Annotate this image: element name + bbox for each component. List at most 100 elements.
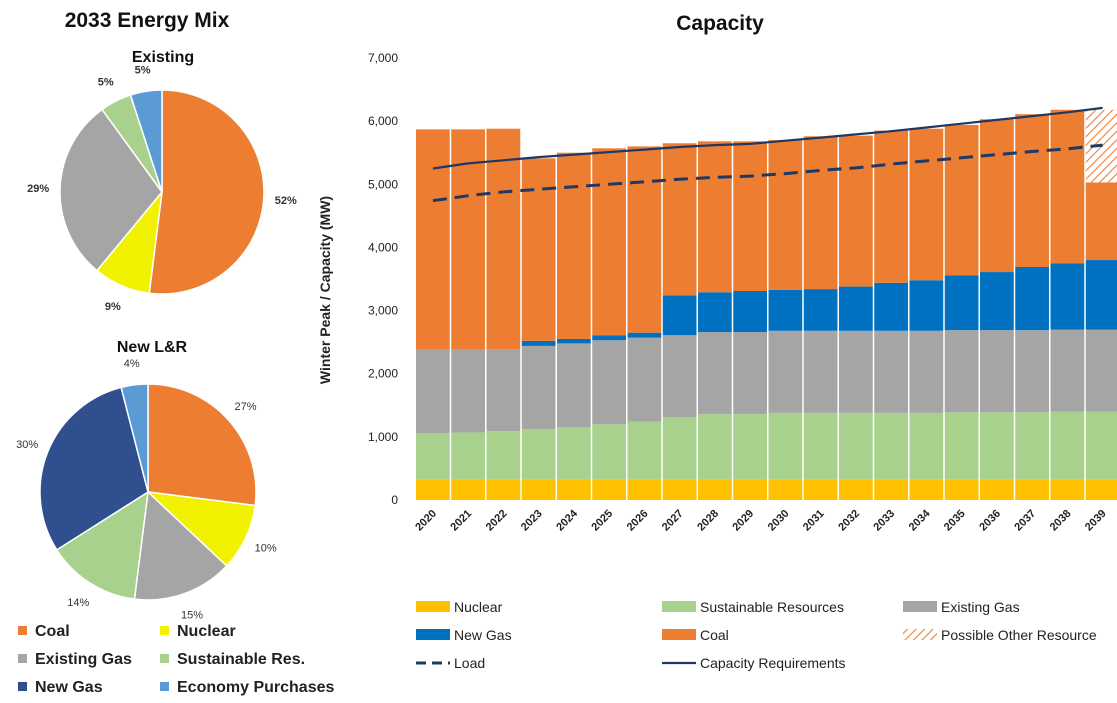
mix-legend-swatch-sustainable-res xyxy=(160,654,169,663)
new-lr-slice-existing-gas xyxy=(133,490,228,601)
bar-nuclear-2028 xyxy=(698,479,732,500)
bar-sustainable-resources-2035 xyxy=(944,412,979,480)
mix-legend-label-existing-gas: Existing Gas xyxy=(35,651,132,668)
bar-existing-gas-2039 xyxy=(1085,329,1117,412)
bar-existing-gas-2035 xyxy=(944,330,979,413)
bar-existing-gas-2023 xyxy=(521,345,556,430)
new-lr-label-existing-gas: 15% xyxy=(181,609,203,621)
bar-coal-2020 xyxy=(416,129,450,350)
bar-new-gas-2033 xyxy=(874,282,908,331)
capacity-legend-label-nuclear: Nuclear xyxy=(454,599,503,615)
mix-legend-swatch-existing-gas xyxy=(18,654,27,663)
bar-nuclear-2033 xyxy=(874,479,908,500)
bar-sustainable-resources-2027 xyxy=(662,417,697,480)
capacity-chart-title: Capacity xyxy=(676,12,764,35)
bar-existing-gas-2026 xyxy=(627,337,662,422)
bar-coal-2033 xyxy=(874,130,908,283)
bar-sustainable-resources-2026 xyxy=(627,421,662,480)
bar-nuclear-2023 xyxy=(521,479,556,500)
bar-coal-2032 xyxy=(839,135,873,287)
bar-existing-gas-2031 xyxy=(803,330,838,413)
bar-existing-gas-2020 xyxy=(416,349,450,434)
y-tick-label: 7,000 xyxy=(368,51,398,65)
mix-legend-label-sustainable-res: Sustainable Res. xyxy=(177,651,305,668)
y-tick-label: 3,000 xyxy=(368,304,398,318)
x-tick-label-2039: 2039 xyxy=(1083,508,1109,534)
bar-sustainable-resources-2021 xyxy=(451,432,485,480)
x-tick-label-2022: 2022 xyxy=(484,508,510,534)
bar-new-gas-2026 xyxy=(627,332,662,338)
capacity-legend-label-sustainable-resources: Sustainable Resources xyxy=(700,599,844,615)
bar-sustainable-resources-2034 xyxy=(909,412,944,480)
new-lr-pie-title: New L&R xyxy=(117,339,188,356)
bar-nuclear-2038 xyxy=(1050,479,1085,500)
bar-new-gas-2037 xyxy=(1015,267,1049,331)
new-lr-label-economy-purchases: 4% xyxy=(124,358,140,370)
mix-legend-label-economy-purchases: Economy Purchases xyxy=(177,679,335,696)
existing-slice-existing-gas xyxy=(59,108,163,272)
new-lr-label-coal: 27% xyxy=(234,401,256,413)
bar-nuclear-2031 xyxy=(803,479,838,500)
bar-nuclear-2022 xyxy=(486,479,521,500)
bar-new-gas-2035 xyxy=(944,275,979,331)
bar-existing-gas-2025 xyxy=(592,340,626,425)
new-lr-slice-coal xyxy=(147,383,257,507)
capacity-legend-swatch-sustainable-resources xyxy=(662,601,696,612)
bar-coal-2022 xyxy=(486,128,521,350)
existing-slice-economy-purchases xyxy=(129,89,163,193)
line-capacity-requirements xyxy=(432,106,1103,170)
bar-existing-gas-2036 xyxy=(980,330,1014,413)
bar-sustainable-resources-2033 xyxy=(874,412,908,480)
bar-nuclear-2025 xyxy=(592,479,626,500)
bar-existing-gas-2022 xyxy=(486,349,521,432)
bar-coal-2038 xyxy=(1050,109,1085,264)
existing-label-coal: 52% xyxy=(275,195,297,207)
x-tick-label-2038: 2038 xyxy=(1048,508,1074,534)
mix-legend-swatch-economy-purchases xyxy=(160,682,169,691)
x-tick-label-2034: 2034 xyxy=(907,507,933,533)
bar-new-gas-2030 xyxy=(768,289,803,331)
bar-new-gas-2039 xyxy=(1085,260,1117,330)
x-tick-label-2033: 2033 xyxy=(871,508,897,534)
capacity-legend-label-load: Load xyxy=(454,655,485,671)
bar-existing-gas-2028 xyxy=(698,332,732,415)
bar-sustainable-resources-2036 xyxy=(980,412,1014,480)
bar-coal-2029 xyxy=(733,141,767,291)
x-tick-label-2020: 2020 xyxy=(413,508,439,534)
mix-legend-label-new-gas: New Gas xyxy=(35,679,103,696)
energy-mix-legend: Coal Nuclear Existing Gas Sustainable Res. N… xyxy=(18,623,335,696)
bar-nuclear-2027 xyxy=(662,479,697,500)
bar-nuclear-2026 xyxy=(627,479,662,500)
bar-coal-2026 xyxy=(627,146,662,333)
bar-coal-2035 xyxy=(944,124,979,276)
capacity-legend-label-possible-other-resource: Possible Other Resource xyxy=(941,627,1097,643)
bar-existing-gas-2034 xyxy=(909,330,944,413)
existing-slice-coal xyxy=(148,89,265,295)
capacity-legend-swatch-nuclear xyxy=(416,601,450,612)
y-tick-label: 0 xyxy=(391,493,398,507)
capacity-legend-swatch-possible-other-resource xyxy=(903,629,937,640)
bar-sustainable-resources-2022 xyxy=(486,431,521,480)
y-tick-label: 2,000 xyxy=(368,367,398,381)
bar-coal-2025 xyxy=(592,148,626,336)
mix-legend-swatch-nuclear xyxy=(160,626,169,635)
existing-pie-title: Existing xyxy=(132,49,194,66)
x-tick-label-2024: 2024 xyxy=(554,507,580,533)
x-tick-label-2028: 2028 xyxy=(695,508,721,534)
bar-coal-2034 xyxy=(909,128,944,281)
x-tick-label-2023: 2023 xyxy=(519,508,545,534)
x-tick-label-2032: 2032 xyxy=(836,508,862,534)
bar-coal-2031 xyxy=(803,136,838,290)
x-tick-label-2025: 2025 xyxy=(589,508,615,534)
bar-existing-gas-2032 xyxy=(839,330,873,413)
bar-existing-gas-2033 xyxy=(874,330,908,413)
bar-new-gas-2031 xyxy=(803,289,838,331)
bar-sustainable-resources-2039 xyxy=(1085,411,1117,480)
bar-nuclear-2029 xyxy=(733,479,767,500)
existing-label-nuclear: 9% xyxy=(105,301,121,313)
bar-nuclear-2021 xyxy=(451,479,485,500)
bar-new-gas-2027 xyxy=(662,295,697,336)
bar-coal-2028 xyxy=(698,141,732,293)
new-lr-slice-sustainable-res xyxy=(55,490,149,600)
